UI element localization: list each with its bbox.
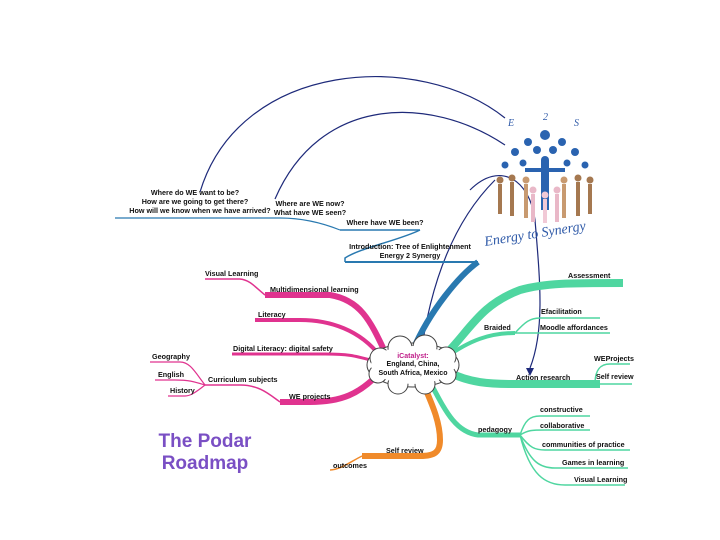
node-games: Games in learning (562, 458, 625, 467)
logo-letter-2: 2 (543, 112, 548, 123)
right-branches (427, 279, 632, 486)
central-cloud (366, 334, 460, 395)
node-action-research: Action research (516, 373, 571, 382)
node-geography: Geography (152, 352, 190, 361)
intro-branch (115, 217, 480, 352)
logo-letter-e: E (508, 118, 515, 129)
question-getting: How are we going to get there? (141, 197, 249, 206)
node-assessment: Assessment (568, 271, 611, 280)
question-know: How will we know when we have arrived? (129, 206, 271, 215)
tree-canopy-icon (501, 130, 589, 210)
intro-line1: Introduction: Tree of Enlightenment (349, 242, 471, 251)
question-now: Where are WE now? (275, 199, 345, 208)
node-constructive: constructive (540, 405, 583, 414)
node-multidimensional: Multidimensional learning (270, 285, 359, 294)
central-node: iCatalyst: England, China, South Africa,… (372, 353, 454, 378)
energy-to-synergy-logo (496, 130, 594, 223)
title-line2: Roadmap (161, 453, 249, 474)
question-been: Where have WE been? (346, 218, 424, 227)
central-title: iCatalyst: (397, 353, 429, 360)
intro-line2: Energy 2 Synergy (379, 251, 441, 260)
question-seen: What have WE seen? (273, 208, 347, 217)
bottom-branch (329, 381, 444, 471)
node-braided: Braided (484, 323, 511, 332)
node-visual-learning-left: Visual Learning (205, 269, 259, 278)
node-pedagogy: pedagogy (478, 425, 512, 434)
node-moodle: Moodle affordances (540, 323, 608, 332)
node-outcomes: outcomes (333, 461, 367, 470)
node-literacy: Literacy (258, 310, 286, 319)
node-communities: communities of practice (542, 440, 625, 449)
node-weprojects: WEProjects (594, 354, 634, 363)
central-line2: England, China, (386, 361, 440, 369)
node-history: History (170, 386, 195, 395)
left-branches (150, 278, 388, 405)
title-line1: The Podar (158, 431, 252, 452)
arrowhead (526, 368, 534, 376)
central-line3: South Africa, Mexico (378, 369, 448, 377)
node-english: English (158, 370, 184, 379)
logo-letter-s: S (574, 118, 579, 129)
page-title: The Podar Roadmap (130, 431, 280, 475)
node-visual-learning-right: Visual Learning (574, 475, 628, 484)
node-digital-literacy: Digital Literacy: digital safety (233, 344, 333, 353)
node-we-projects: WE projects (289, 392, 331, 401)
node-curriculum: Curriculum subjects (208, 375, 278, 384)
people-ring-icon (496, 174, 594, 223)
node-collaborative: collaborative (540, 421, 585, 430)
node-efacilitation: Efacilitation (541, 307, 582, 316)
question-want: Where do WE want to be? (150, 188, 240, 197)
node-self-review-bottom: Self review (386, 446, 424, 455)
node-self-review-right: Self review (596, 372, 634, 381)
